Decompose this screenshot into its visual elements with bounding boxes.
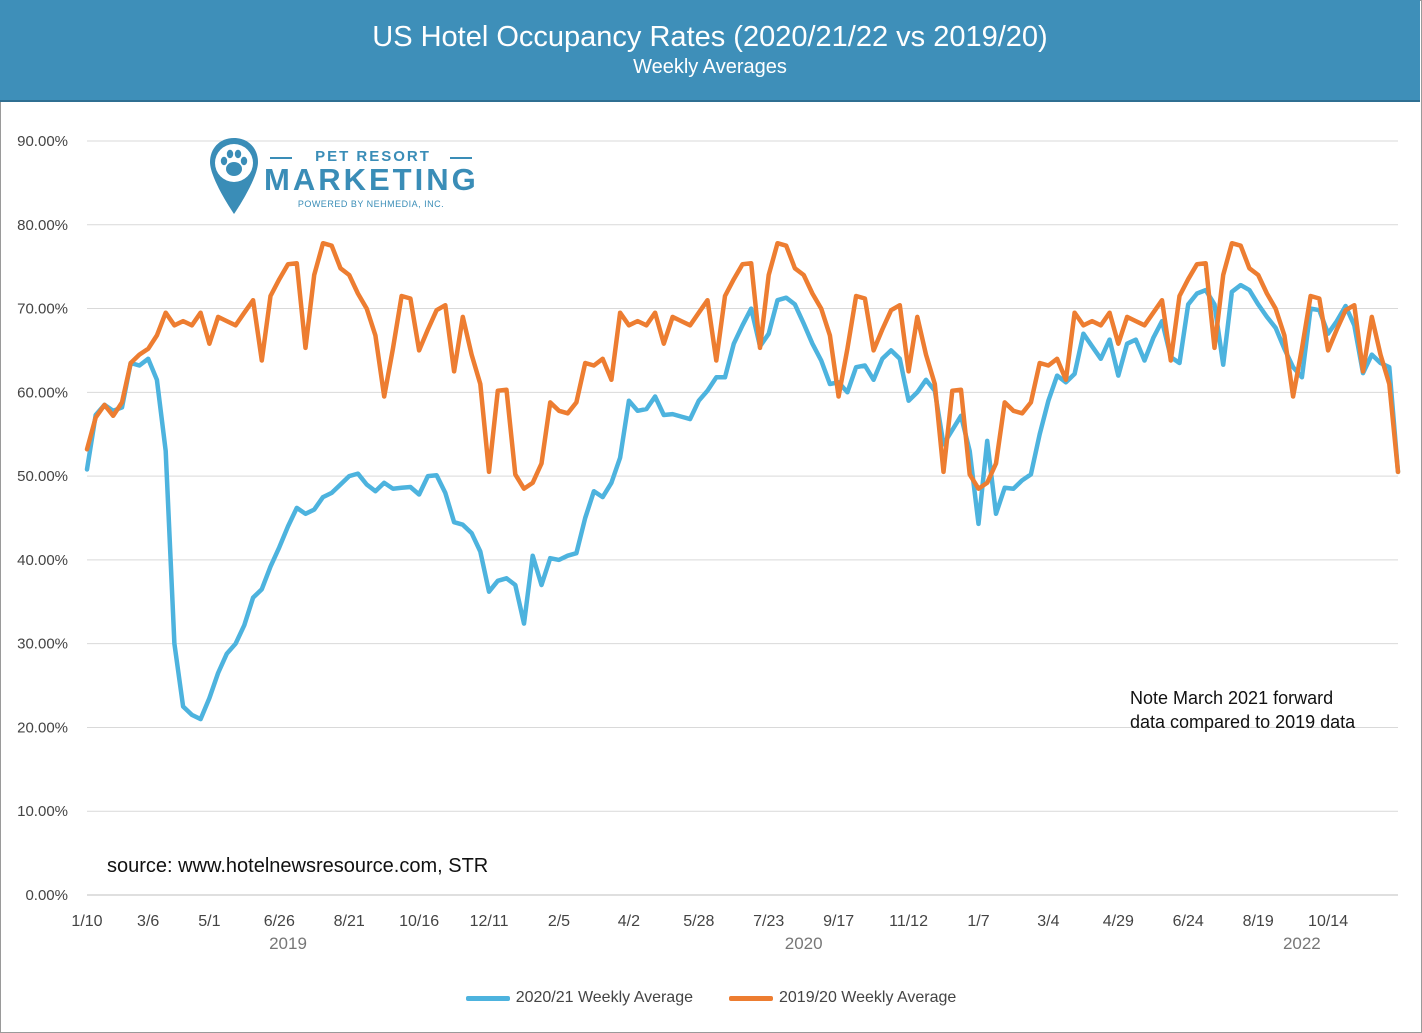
note-line-2: data compared to 2019 data [1130, 712, 1356, 732]
x-tick-label: 8/19 [1243, 913, 1274, 930]
legend-item-series-1[interactable]: 2020/21 Weekly Average [465, 989, 693, 1007]
y-tick-label: 10.00% [17, 803, 68, 820]
y-tick-label: 90.00% [17, 133, 68, 150]
y-tick-label: 70.00% [17, 301, 68, 318]
x-year-label: 2019 [269, 934, 307, 953]
logo-rule-right [450, 157, 472, 159]
x-year-label: 2020 [785, 934, 823, 953]
x-tick-label: 10/14 [1308, 913, 1348, 930]
logo-rule-left [270, 157, 292, 159]
legend-swatch-series-1 [465, 995, 510, 1001]
y-tick-label: 20.00% [17, 719, 68, 736]
logo-top-text: PET RESORT [315, 148, 431, 165]
x-tick-label: 4/29 [1103, 913, 1134, 930]
logo-main-text: MARKETING [264, 162, 479, 197]
legend-label-series-2: 2019/20 Weekly Average [779, 989, 957, 1006]
chart-title: US Hotel Occupancy Rates (2020/21/22 vs … [372, 21, 1048, 53]
chart-legend: 2020/21 Weekly Average 2019/20 Weekly Av… [0, 989, 1422, 1007]
x-tick-label: 3/4 [1037, 913, 1059, 930]
y-tick-label: 50.00% [17, 468, 68, 485]
paw-pin-icon [210, 138, 258, 214]
y-tick-label: 40.00% [17, 552, 68, 569]
x-tick-label: 1/7 [967, 913, 989, 930]
title-banner: US Hotel Occupancy Rates (2020/21/22 vs … [0, 0, 1420, 102]
y-tick-label: 80.00% [17, 217, 68, 234]
x-tick-label: 8/21 [334, 913, 365, 930]
y-tick-label: 60.00% [17, 384, 68, 401]
x-tick-label: 3/6 [137, 913, 159, 930]
y-tick-label: 30.00% [17, 636, 68, 653]
source-text: source: www.hotelnewsresource.com, STR [107, 855, 489, 877]
x-tick-label: 1/10 [71, 913, 102, 930]
x-tick-label: 9/17 [823, 913, 854, 930]
x-tick-label: 4/2 [618, 913, 640, 930]
legend-swatch-series-2 [729, 995, 773, 1001]
x-year-label: 2022 [1283, 934, 1321, 953]
pet-resort-marketing-logo: PET RESORT MARKETING POWERED BY NEHMEDIA… [206, 136, 481, 218]
x-tick-label: 7/23 [753, 913, 784, 930]
x-tick-label: 10/16 [399, 913, 439, 930]
note-line-1: Note March 2021 forward [1130, 688, 1334, 708]
x-tick-label: 11/12 [889, 913, 928, 930]
x-tick-label: 6/24 [1173, 913, 1204, 930]
x-tick-label: 2/5 [548, 913, 570, 930]
chart-note: Note March 2021 forward data compared to… [1130, 686, 1355, 734]
x-tick-label: 5/28 [683, 913, 714, 930]
x-tick-label: 6/26 [264, 913, 295, 930]
legend-label-series-1: 2020/21 Weekly Average [515, 989, 693, 1006]
y-tick-label: 0.00% [25, 887, 68, 904]
chart-subtitle: Weekly Averages [633, 56, 787, 78]
x-tick-label: 12/11 [470, 913, 509, 930]
series-line-2 [84, 240, 1401, 491]
series-line-1 [84, 282, 1401, 722]
logo-sub-text: POWERED BY NEHMEDIA, INC. [297, 199, 445, 209]
legend-item-series-2[interactable]: 2019/20 Weekly Average [729, 989, 956, 1007]
x-tick-label: 5/1 [198, 913, 220, 930]
